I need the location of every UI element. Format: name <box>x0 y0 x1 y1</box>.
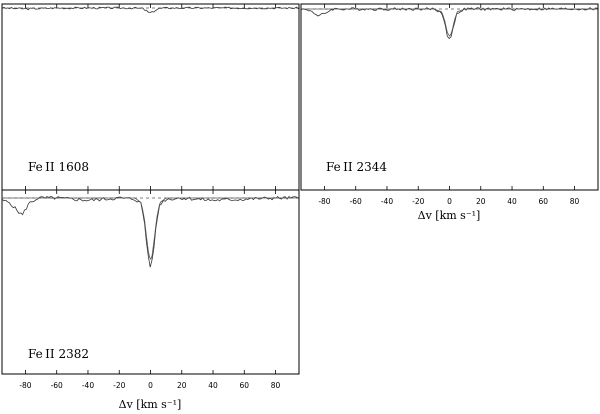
model-fit-line <box>301 8 598 37</box>
x-tick-label: -60 <box>350 197 362 206</box>
x-tick-label: -80 <box>318 197 330 206</box>
panel-label: Fe II 1608 <box>28 160 89 174</box>
x-tick-label: 20 <box>476 197 486 206</box>
observed-spectrum-line <box>1 6 299 13</box>
x-tick-label: -40 <box>381 197 393 206</box>
x-tick-label: -20 <box>412 197 424 206</box>
x-tick-label: 40 <box>208 381 218 390</box>
panel-fe2-2382: -80 -60 -40 -20 0 20 40 60 80 Fe II 2382 Δv [km … <box>1 189 300 411</box>
x-tick-label: 80 <box>570 197 580 206</box>
x-tick-label: 60 <box>539 197 549 206</box>
panel-label: Fe II 2382 <box>28 347 89 361</box>
observed-spectrum-line <box>1 195 299 268</box>
x-tick-label: 80 <box>271 381 281 390</box>
x-tick-label: -20 <box>113 381 125 390</box>
x-tick-label: 40 <box>507 197 517 206</box>
x-tick-label: -60 <box>51 381 63 390</box>
x-ticks: -80 -60 -40 -20 0 20 40 60 80 <box>318 4 580 206</box>
x-tick-label: 0 <box>447 197 452 206</box>
model-fit-line <box>2 197 299 261</box>
panel-label: Fe II 2344 <box>326 160 387 174</box>
panel-fe2-2344: -80 -60 -40 -20 0 20 40 60 80 Fe II 2344 Δv [km … <box>300 3 599 222</box>
x-axis-label: Δv [km s⁻¹] <box>119 398 182 411</box>
x-axis-label: Δv [km s⁻¹] <box>418 209 481 222</box>
x-tick-label: 60 <box>240 381 250 390</box>
x-tick-label: 0 <box>148 381 153 390</box>
x-tick-label: 20 <box>177 381 187 390</box>
x-ticks: -80 -60 -40 -20 0 20 40 60 80 <box>19 190 281 390</box>
x-tick-label: -80 <box>19 381 31 390</box>
x-tick-label: -40 <box>82 381 94 390</box>
panel-fe2-1608: Fe II 1608 <box>1 3 300 191</box>
observed-spectrum-line <box>300 7 598 40</box>
x-ticks <box>25 4 276 190</box>
